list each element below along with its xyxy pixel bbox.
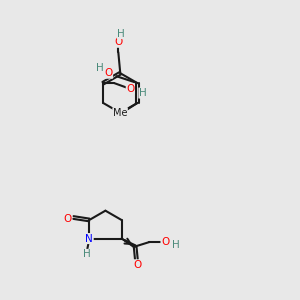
Text: H: H (139, 88, 147, 98)
Text: H: H (83, 249, 91, 260)
Text: O: O (126, 84, 134, 94)
Text: N: N (116, 108, 124, 118)
Text: O: O (161, 237, 169, 247)
Text: H: H (96, 62, 104, 73)
Text: O: O (64, 214, 72, 224)
Text: N: N (85, 233, 93, 244)
Text: H: H (172, 240, 180, 250)
Text: H: H (117, 28, 125, 39)
Text: O: O (104, 68, 112, 78)
Text: O: O (134, 260, 142, 270)
Polygon shape (122, 238, 136, 248)
Text: O: O (114, 37, 122, 47)
Text: Me: Me (113, 108, 127, 118)
